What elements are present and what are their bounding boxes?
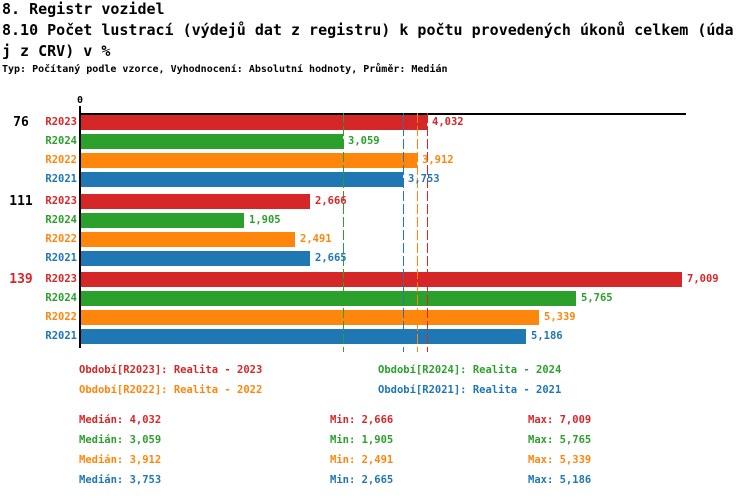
- median-line-r2023: [427, 113, 428, 352]
- legend-item-r2021: Období[R2021]: Realita - 2021: [378, 384, 562, 396]
- group-label-111: 111: [9, 194, 33, 209]
- stat-max-r2023: Max: 7,009: [528, 414, 592, 426]
- legend-item-r2024: Období[R2024]: Realita - 2024: [378, 364, 562, 376]
- bar-r2021: [81, 251, 310, 266]
- stat-median-r2021: Medián: 3,753: [79, 474, 162, 486]
- bar-value-label: 2,666: [315, 195, 347, 207]
- bar-row-label-r2022: R2022: [45, 311, 77, 323]
- report-subtitle-line1: 8.10 Počet lustrací (výdejů dat z regist…: [2, 21, 734, 39]
- bar-row-label-r2024: R2024: [45, 214, 77, 226]
- bar-value-label: 3,059: [348, 135, 380, 147]
- bar-r2021: [81, 172, 403, 187]
- bar-value-label: 5,186: [531, 330, 563, 342]
- stat-median-r2024: Medián: 3,059: [79, 434, 162, 446]
- bar-row-label-r2022: R2022: [45, 154, 77, 166]
- x-axis-line: [79, 113, 686, 115]
- report-meta: Typ: Počítaný podle vzorce, Vyhodnocení:…: [2, 64, 448, 75]
- stat-max-r2024: Max: 5,765: [528, 434, 592, 446]
- bar-r2021: [81, 329, 526, 344]
- bar-row-label-r2023: R2023: [45, 195, 77, 207]
- stat-min-r2023: Min: 2,666: [330, 414, 394, 426]
- bar-row-label-r2021: R2021: [45, 330, 77, 342]
- median-line-r2024: [343, 113, 344, 352]
- bar-row-label-r2022: R2022: [45, 233, 77, 245]
- median-line-r2022: [417, 113, 418, 352]
- median-line-r2021: [403, 113, 404, 352]
- stat-median-r2022: Medián: 3,912: [79, 454, 162, 466]
- group-label-139: 139: [9, 272, 33, 287]
- report-title: 8. Registr vozidel: [2, 0, 165, 18]
- bar-value-label: 2,665: [315, 252, 347, 264]
- bar-row-label-r2021: R2021: [45, 252, 77, 264]
- bar-r2023: [81, 272, 682, 287]
- bar-value-label: 3,912: [422, 154, 454, 166]
- report-subtitle-line2: j z CRV) v %: [2, 42, 111, 60]
- bar-value-label: 2,491: [300, 233, 332, 245]
- bar-r2024: [81, 134, 343, 149]
- legend-item-r2022: Období[R2022]: Realita - 2022: [79, 384, 263, 396]
- stat-median-r2023: Medián: 4,032: [79, 414, 162, 426]
- stat-max-r2022: Max: 5,339: [528, 454, 592, 466]
- bar-r2024: [81, 291, 576, 306]
- bar-r2023: [81, 115, 427, 130]
- y-axis-line: [79, 113, 81, 348]
- bar-row-label-r2024: R2024: [45, 135, 77, 147]
- stat-max-r2021: Max: 5,186: [528, 474, 592, 486]
- stat-min-r2024: Min: 1,905: [330, 434, 394, 446]
- group-label-76: 76: [13, 115, 29, 130]
- bar-value-label: 4,032: [432, 116, 464, 128]
- bar-value-label: 3,753: [408, 173, 440, 185]
- bar-value-label: 7,009: [687, 273, 719, 285]
- bar-row-label-r2023: R2023: [45, 116, 77, 128]
- bar-value-label: 1,905: [249, 214, 281, 226]
- bar-row-label-r2023: R2023: [45, 273, 77, 285]
- bar-r2022: [81, 232, 295, 247]
- bar-r2023: [81, 194, 310, 209]
- stat-min-r2022: Min: 2,491: [330, 454, 394, 466]
- bar-row-label-r2024: R2024: [45, 292, 77, 304]
- bar-r2022: [81, 153, 417, 168]
- axis-zero-tick: [79, 106, 81, 113]
- bar-value-label: 5,339: [544, 311, 576, 323]
- bar-value-label: 5,765: [581, 292, 613, 304]
- bar-r2024: [81, 213, 244, 228]
- stat-min-r2021: Min: 2,665: [330, 474, 394, 486]
- bar-row-label-r2021: R2021: [45, 173, 77, 185]
- axis-zero-label: 0: [76, 95, 84, 106]
- bar-r2022: [81, 310, 539, 325]
- legend-item-r2023: Období[R2023]: Realita - 2023: [79, 364, 263, 376]
